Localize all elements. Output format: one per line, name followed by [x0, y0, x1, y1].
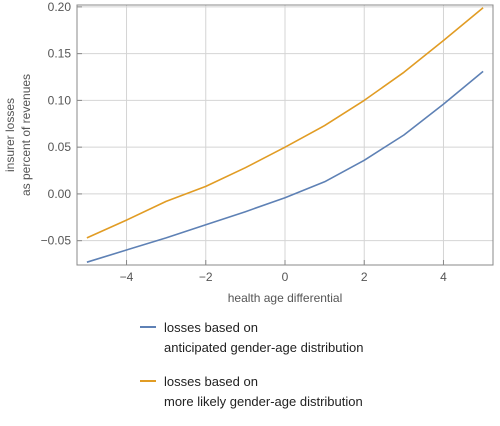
y-axis-title-line-2: as percent of revenues: [19, 74, 33, 196]
x-tick-label: 2: [361, 270, 368, 284]
y-tick-label: 0.20: [48, 0, 72, 14]
legend-item-anticipated: losses based on anticipated gender-age d…: [140, 318, 363, 358]
y-tick-label: −0.05: [41, 234, 72, 248]
axis-ticks: −4 −2 0 2 4 −0.05 0.00 0.05 0.10 0.15 0.20: [41, 0, 448, 284]
series-line-more-likely: [86, 7, 484, 239]
x-tick-label: −2: [199, 270, 213, 284]
legend-text-more-likely: losses based on more likely gender-age d…: [164, 372, 363, 412]
y-tick-label: 0.15: [48, 47, 72, 61]
series-lines: [86, 7, 484, 263]
legend-swatch-anticipated: [140, 326, 156, 328]
x-tick-label: −4: [120, 270, 134, 284]
x-tick-label: 4: [440, 270, 447, 284]
line-chart: −4 −2 0 2 4 −0.05 0.00 0.05 0.10 0.15 0.20 health …: [3, 0, 494, 305]
y-tick-label: 0.00: [48, 187, 72, 201]
legend: losses based on anticipated gender-age d…: [140, 318, 363, 426]
legend-swatch-more-likely: [140, 380, 156, 382]
legend-text-anticipated: losses based on anticipated gender-age d…: [164, 318, 363, 358]
legend-label-anticipated-line-2: anticipated gender-age distribution: [164, 340, 364, 355]
x-axis-title: health age differential: [228, 291, 343, 305]
legend-label-more-likely-line-2: more likely gender-age distribution: [164, 394, 363, 409]
series-line-anticipated: [86, 70, 484, 263]
grid-lines: [77, 5, 493, 265]
legend-label-more-likely-line-1: losses based on: [164, 374, 258, 389]
legend-item-more-likely: losses based on more likely gender-age d…: [140, 372, 363, 412]
y-tick-label: 0.10: [48, 93, 72, 107]
y-tick-label: 0.05: [48, 140, 72, 154]
y-axis-title-line-1: insurer losses: [3, 98, 17, 172]
legend-label-anticipated-line-1: losses based on: [164, 320, 258, 335]
x-tick-label: 0: [282, 270, 289, 284]
